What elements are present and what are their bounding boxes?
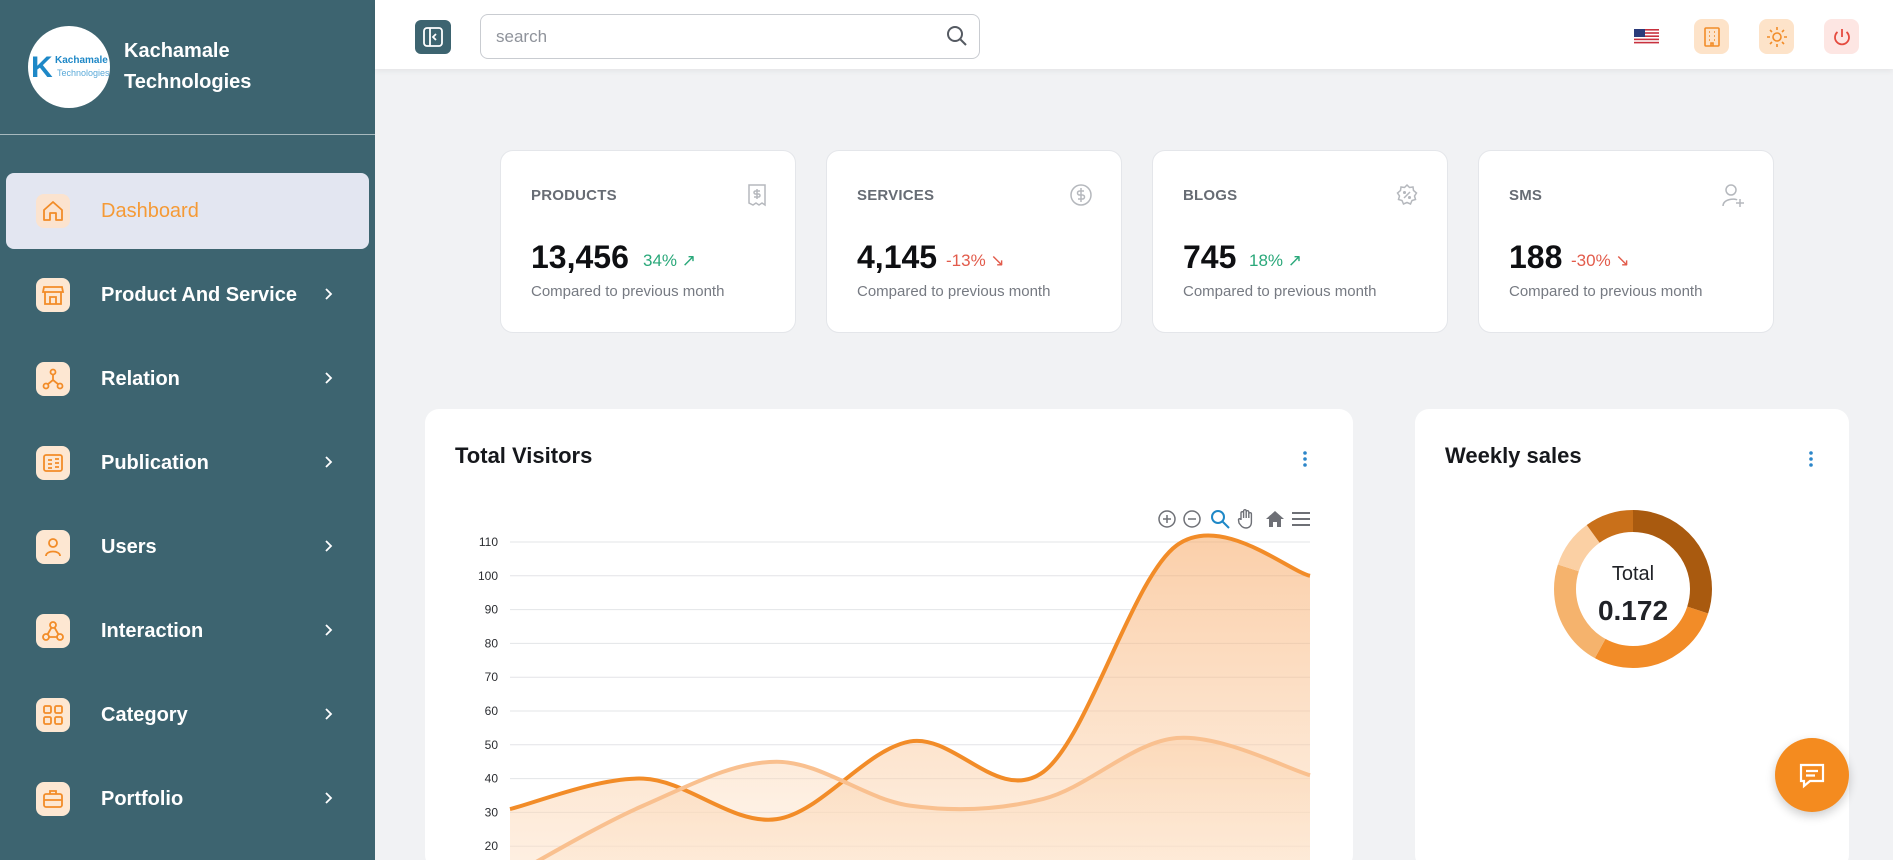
donut-slice-1[interactable] xyxy=(1554,510,1712,668)
series-line-0 xyxy=(509,533,1311,822)
sidebar-item-publication[interactable]: Publication xyxy=(6,425,369,501)
sidebar-item-interaction[interactable]: Interaction xyxy=(6,593,369,669)
arrow-up-right-icon: ↗ xyxy=(681,251,697,270)
chevron-right-icon xyxy=(325,792,333,804)
search-icon[interactable] xyxy=(945,24,969,48)
reset-home-icon[interactable] xyxy=(1265,509,1285,529)
share-nodes-icon xyxy=(36,362,70,396)
chevron-right-icon xyxy=(325,624,333,636)
weekly-sales-donut: Total 0.172 xyxy=(1553,509,1713,669)
panel-collapse-icon xyxy=(423,27,443,47)
sidebar-item-users[interactable]: Users xyxy=(6,509,369,585)
arrow-up-right-icon: ↗ xyxy=(1287,251,1303,270)
change-badge: -13% ↘ xyxy=(946,251,1005,270)
building-icon xyxy=(1703,26,1720,47)
change-badge: -30% ↘ xyxy=(1571,251,1630,270)
sidebar-item-product-and-service[interactable]: Product And Service xyxy=(6,257,369,333)
briefcase-icon xyxy=(36,782,70,816)
donut-slice-2[interactable] xyxy=(1554,510,1712,668)
grid-icon xyxy=(36,698,70,732)
series-area-0 xyxy=(510,535,1310,860)
stat-card-products[interactable]: PRODUCTS 13,456 34% ↗ Compared to previo… xyxy=(500,150,796,333)
sidebar-item-category[interactable]: Category xyxy=(6,677,369,753)
chevron-right-icon xyxy=(325,708,333,720)
sidebar-toggle-button[interactable] xyxy=(415,20,451,54)
brand: K Kachamale Technologies Kachamale Techn… xyxy=(0,0,375,135)
webhook-icon xyxy=(36,614,70,648)
sidebar-nav: Dashboard Product And Service Relation P… xyxy=(0,135,375,837)
y-tick-label: 100 xyxy=(478,569,498,583)
change-badge: 34% ↗ xyxy=(643,251,697,270)
dollar-circle-icon xyxy=(1070,184,1092,206)
chevron-right-icon xyxy=(325,540,333,552)
y-tick-label: 90 xyxy=(485,603,499,617)
home-icon xyxy=(36,194,70,228)
topbar xyxy=(375,0,1893,69)
y-tick-label: 30 xyxy=(485,805,499,819)
hamburger-menu-icon[interactable] xyxy=(1291,511,1311,527)
user-plus-icon xyxy=(1722,184,1744,207)
more-vertical-icon[interactable] xyxy=(1801,449,1821,469)
more-vertical-icon[interactable] xyxy=(1295,449,1315,469)
chevron-right-icon xyxy=(325,372,333,384)
donut-slice-4[interactable] xyxy=(1554,510,1712,668)
sidebar-item-relation[interactable]: Relation xyxy=(6,341,369,417)
chevron-right-icon xyxy=(325,288,333,300)
sidebar-item-portfolio[interactable]: Portfolio xyxy=(6,761,369,837)
logout-button[interactable] xyxy=(1824,19,1859,54)
chevron-right-icon xyxy=(325,456,333,468)
chat-icon xyxy=(1799,763,1825,789)
change-badge: 18% ↗ xyxy=(1249,251,1303,270)
arrow-down-right-icon: ↘ xyxy=(1615,251,1630,270)
stat-card-services[interactable]: SERVICES 4,145 -13% ↘ Compared to previo… xyxy=(826,150,1122,333)
sun-icon xyxy=(1766,26,1787,47)
arrow-down-right-icon: ↘ xyxy=(990,251,1005,270)
stat-card-sms[interactable]: SMS 188 -30% ↘ Compared to previous mont… xyxy=(1478,150,1774,333)
stat-card-blogs[interactable]: BLOGS 745 18% ↗ Compared to previous mon… xyxy=(1152,150,1448,333)
badge-percent-icon xyxy=(1396,183,1418,205)
zoom-out-icon[interactable] xyxy=(1182,509,1202,529)
y-tick-label: 40 xyxy=(485,772,499,786)
zoom-in-icon[interactable] xyxy=(1157,509,1177,529)
sidebar: K Kachamale Technologies Kachamale Techn… xyxy=(0,0,375,860)
total-visitors-panel: Total Visitors 20 30 40 50 60 70 80 90 100 110 xyxy=(425,409,1353,860)
us-flag-icon[interactable] xyxy=(1634,29,1659,44)
visitors-area-chart: 20 30 40 50 60 70 80 90 100 110 xyxy=(478,533,1311,860)
company-button[interactable] xyxy=(1694,19,1729,54)
pan-hand-icon[interactable] xyxy=(1236,508,1256,530)
y-tick-label: 70 xyxy=(485,670,499,684)
magnifier-icon[interactable] xyxy=(1209,508,1231,530)
brand-name: Kachamale Technologies xyxy=(124,40,252,93)
power-icon xyxy=(1833,28,1850,45)
y-tick-label: 80 xyxy=(485,636,499,650)
document-icon xyxy=(36,446,70,480)
store-icon xyxy=(36,278,70,312)
theme-toggle-button[interactable] xyxy=(1759,19,1794,54)
series-line-1 xyxy=(535,735,1311,860)
donut-chart xyxy=(1554,510,1712,668)
y-tick-label: 20 xyxy=(485,839,499,853)
search-input[interactable] xyxy=(480,14,980,59)
y-tick-label: 50 xyxy=(485,738,499,752)
chat-button[interactable] xyxy=(1775,738,1849,812)
y-tick-label: 110 xyxy=(479,535,498,549)
brand-logo[interactable]: K Kachamale Technologies xyxy=(28,26,110,108)
user-icon xyxy=(36,530,70,564)
y-tick-label: 60 xyxy=(485,704,499,718)
receipt-icon xyxy=(748,184,766,207)
sidebar-item-dashboard[interactable]: Dashboard xyxy=(6,173,369,249)
